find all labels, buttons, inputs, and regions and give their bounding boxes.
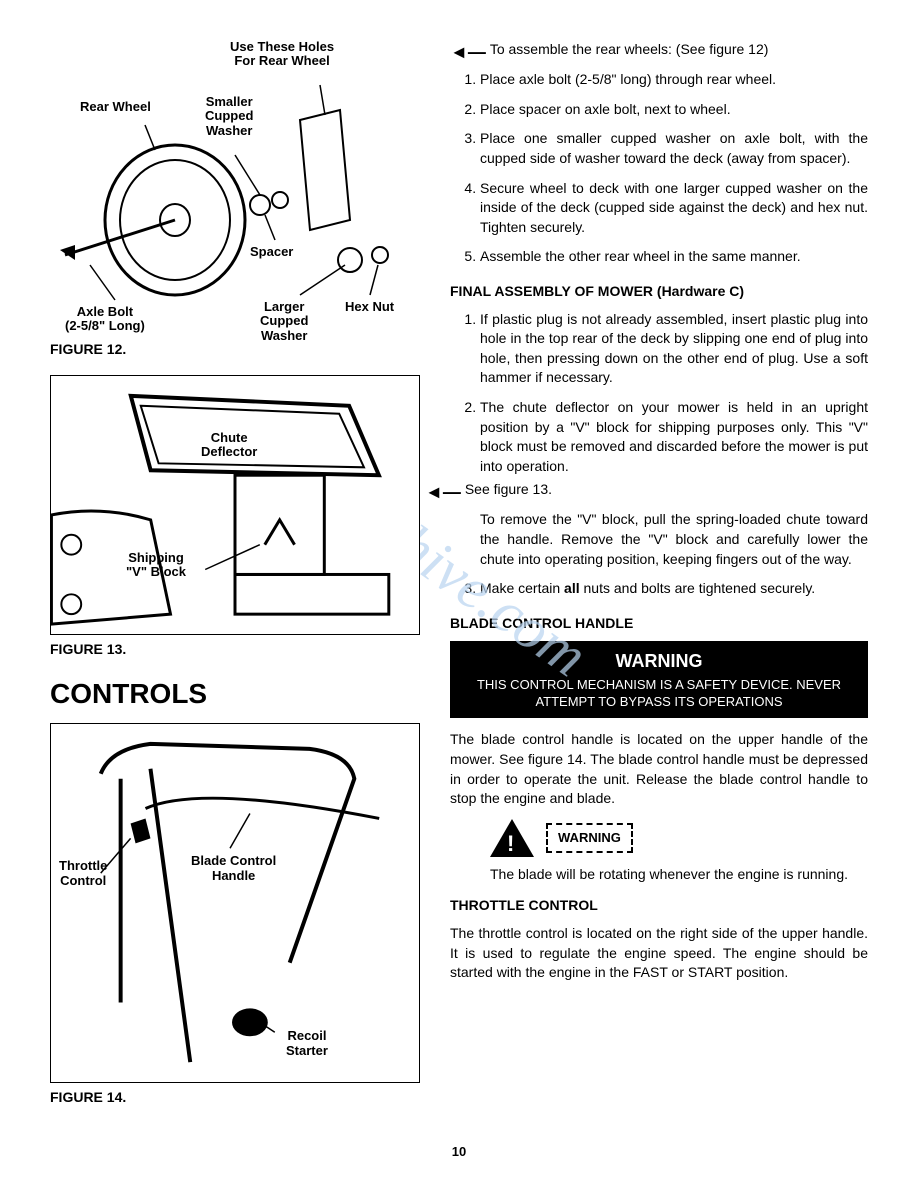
final-step-2: The chute deflector on your mower is hel… xyxy=(480,398,868,569)
final-assembly-heading: FINAL ASSEMBLY OF MOWER (Hardware C) xyxy=(450,282,868,302)
fig12-largerwasher-label: LargerCuppedWasher xyxy=(260,300,308,343)
final-step-2c: To remove the "V" block, pull the spring… xyxy=(480,510,868,569)
final-step-3-bold: all xyxy=(564,580,580,596)
warning-note: The blade will be rotating whenever the … xyxy=(490,865,868,885)
rear-step-2: Place spacer on axle bolt, next to wheel… xyxy=(480,100,868,120)
throttle-para: The throttle control is located on the r… xyxy=(450,924,868,983)
controls-heading: CONTROLS xyxy=(50,674,420,713)
figure-13-diagram: ChuteDeflector Shipping"V" Block xyxy=(50,375,420,635)
figure-14-container: ThrottleControl Blade ControlHandle Reco… xyxy=(50,723,420,1108)
warning-title: WARNING xyxy=(462,649,856,674)
fig12-rearwheel-label: Rear Wheel xyxy=(80,100,151,114)
page-number: 10 xyxy=(50,1143,868,1161)
fig13-shipping-label: Shipping"V" Block xyxy=(126,551,186,580)
fig14-blade-label: Blade ControlHandle xyxy=(191,854,276,883)
throttle-heading: THROTTLE CONTROL xyxy=(450,896,868,916)
right-column: ◄— To assemble the rear wheels: (See fig… xyxy=(450,40,868,1123)
warning-badge: WARNING xyxy=(546,823,633,853)
fig14-throttle-label: ThrottleControl xyxy=(59,859,107,888)
figure-14-label: FIGURE 14. xyxy=(50,1088,420,1108)
fig12-axlebolt-label: Axle Bolt(2-5/8" Long) xyxy=(65,305,145,334)
rear-wheels-steps: Place axle bolt (2-5/8" long) through re… xyxy=(450,70,868,267)
rear-wheels-intro: ◄— To assemble the rear wheels: (See fig… xyxy=(450,40,868,65)
figure-12-label: FIGURE 12. xyxy=(50,340,420,360)
final-step-1: If plastic plug is not already assembled… xyxy=(480,310,868,388)
warning-triangle-icon xyxy=(490,819,534,857)
arrow-icon-2: ◄— xyxy=(425,480,461,505)
fig12-holes-label: Use These HolesFor Rear Wheel xyxy=(230,40,334,69)
warning-box: WARNING THIS CONTROL MECHANISM IS A SAFE… xyxy=(450,641,868,718)
rear-step-3: Place one smaller cupped washer on axle … xyxy=(480,129,868,168)
figure-13-label: FIGURE 13. xyxy=(50,640,420,660)
warning-text: THIS CONTROL MECHANISM IS A SAFETY DEVIC… xyxy=(462,677,856,711)
left-column: Use These HolesFor Rear Wheel Rear Wheel… xyxy=(50,40,420,1123)
final-assembly-steps: If plastic plug is not already assembled… xyxy=(450,310,868,599)
blade-control-para: The blade control handle is located on t… xyxy=(450,730,868,808)
blade-control-heading: BLADE CONTROL HANDLE xyxy=(450,614,868,634)
fig13-chute-label: ChuteDeflector xyxy=(201,431,257,460)
rear-step-1: Place axle bolt (2-5/8" long) through re… xyxy=(480,70,868,90)
fig14-recoil-label: RecoilStarter xyxy=(286,1029,328,1058)
fig12-hexnut-label: Hex Nut xyxy=(345,300,394,314)
rear-wheels-intro-text: To assemble the rear wheels: (See figure… xyxy=(490,40,769,60)
rear-step-5: Assemble the other rear wheel in the sam… xyxy=(480,247,868,267)
figure-13-container: ChuteDeflector Shipping"V" Block FIGURE … xyxy=(50,375,420,660)
fig12-smallerwasher-label: SmallerCuppedWasher xyxy=(205,95,253,138)
final-step-2b: See figure 13. xyxy=(465,480,552,500)
rear-step-4: Secure wheel to deck with one larger cup… xyxy=(480,179,868,238)
arrow-icon: ◄— xyxy=(450,40,486,65)
figure-14-diagram: ThrottleControl Blade ControlHandle Reco… xyxy=(50,723,420,1083)
page-container: Use These HolesFor Rear Wheel Rear Wheel… xyxy=(50,40,868,1123)
final-step-3: Make certain all nuts and bolts are tigh… xyxy=(480,579,868,599)
warning-inline: WARNING xyxy=(490,819,868,857)
final-step-3b: nuts and bolts are tightened securely. xyxy=(580,580,816,596)
final-step-3a: Make certain xyxy=(480,580,564,596)
figure-12-container: Use These HolesFor Rear Wheel Rear Wheel… xyxy=(50,40,420,360)
final-step-2a: The chute deflector on your mower is hel… xyxy=(480,399,868,474)
figure-12-diagram: Use These HolesFor Rear Wheel Rear Wheel… xyxy=(50,40,420,340)
fig12-spacer-label: Spacer xyxy=(250,245,293,259)
